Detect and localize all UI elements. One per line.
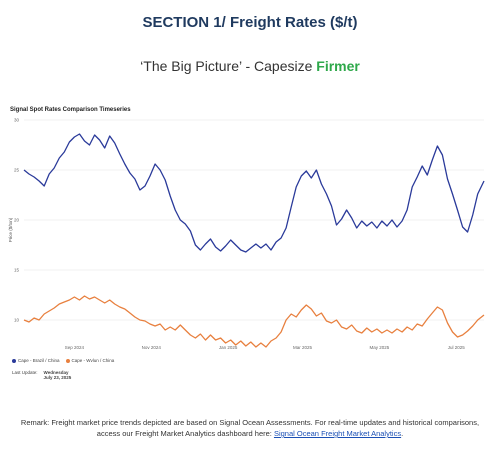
series-line-1 xyxy=(23,133,485,253)
subtitle-main: ‘The Big Picture’ - Capesize xyxy=(140,58,317,74)
series-line-2 xyxy=(23,295,485,348)
y-axis-label: Price ($/ton) xyxy=(8,217,13,242)
chart-title: Signal Spot Rates Comparison Timeseries xyxy=(10,107,131,113)
chart-card: Signal Spot Rates Comparison Timeseries … xyxy=(4,102,492,388)
remark-end: . xyxy=(401,429,404,438)
x-tick-label: May 2025 xyxy=(370,345,390,350)
legend-dot-series1 xyxy=(12,358,16,363)
x-tick-label: Sep 2024 xyxy=(65,345,85,350)
y-tick-label: 30 xyxy=(14,118,20,123)
title-prefix: SECTION 1/ xyxy=(142,14,230,31)
last-update: Last Update: Wednesday July 23, 2025 xyxy=(12,370,71,380)
page-title: SECTION 1/ Freight Rates ($/t) xyxy=(0,14,500,31)
last-update-label: Last Update: xyxy=(12,370,38,375)
x-tick-label: Jan 2025 xyxy=(219,345,238,350)
legend-item-series2[interactable]: Cape - Wvlun / China xyxy=(65,358,115,363)
last-update-value: July 23, 2025 xyxy=(43,375,72,380)
last-update-date: Wednesday July 23, 2025 xyxy=(44,370,72,380)
chart-legend: Cape - Brazil / China Cape - Wvlun / Chi… xyxy=(12,358,114,363)
y-tick-label: 20 xyxy=(14,218,20,223)
timeseries-chart: 10 15 20 25 30 Sep 2024 Nov 2024 Jan 2025 Mar 20… xyxy=(8,118,485,350)
x-tick-label: Jul 2025 xyxy=(448,345,466,350)
remark: Remark: Freight market price trends depi… xyxy=(20,417,480,439)
y-tick-label: 25 xyxy=(14,168,20,173)
remark-text: Remark: Freight market price trends depi… xyxy=(20,418,480,438)
last-update-day: Wednesday xyxy=(43,370,69,375)
legend-label-series2: Cape - Wvlun / China xyxy=(71,358,115,363)
x-tick-label: Mar 2025 xyxy=(293,345,313,350)
y-tick-label: 15 xyxy=(14,268,20,273)
y-tick-label: 10 xyxy=(14,318,20,323)
analytics-link[interactable]: Signal Ocean Freight Market Analytics xyxy=(273,429,402,438)
status-word: Firmer xyxy=(316,58,360,74)
x-tick-label: Nov 2024 xyxy=(142,345,162,350)
legend-label-series1: Cape - Brazil / China xyxy=(18,358,60,363)
title-main: Freight Rates ($/t) xyxy=(230,14,358,31)
page-subtitle: ‘The Big Picture’ - Capesize Firmer xyxy=(0,58,500,74)
legend-item-series1[interactable]: Cape - Brazil / China xyxy=(12,358,60,363)
legend-dot-series2 xyxy=(65,358,70,363)
